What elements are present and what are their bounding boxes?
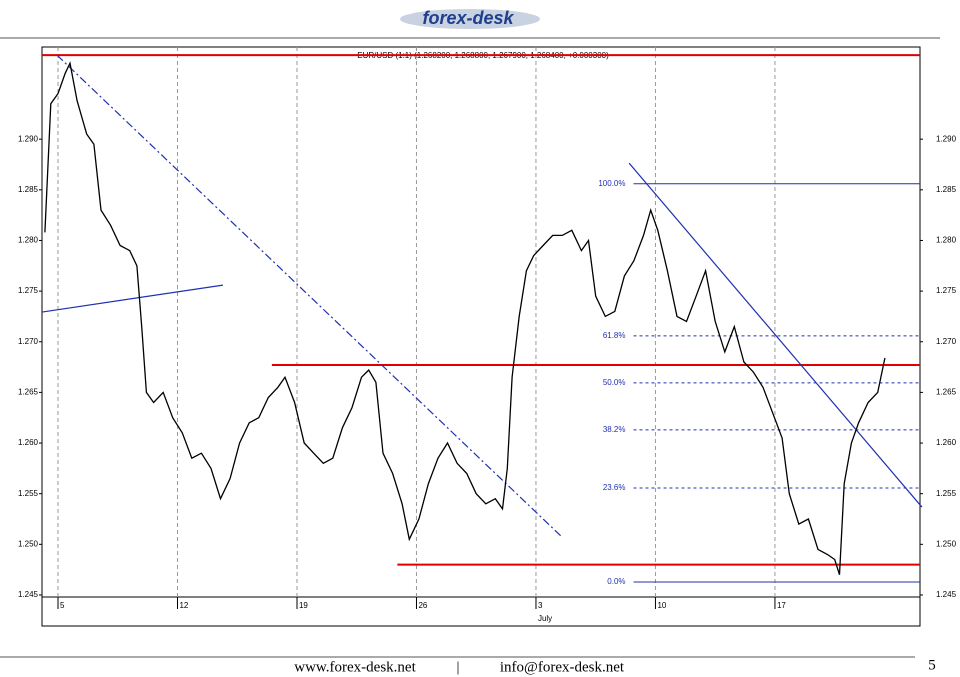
x-tick-label: 5	[60, 601, 65, 610]
footer-website: www.forex-desk.net	[294, 659, 416, 675]
y2-tick-label: 1.275	[936, 286, 957, 295]
y2-tick-label: 1.250	[936, 539, 957, 548]
fib-label: 100.0%	[598, 179, 625, 188]
x-tick-label: 10	[657, 601, 666, 610]
y2-tick-label: 1.280	[936, 236, 957, 245]
y2-tick-label: 1.260	[936, 438, 957, 447]
y2-tick-label: 1.255	[936, 489, 957, 498]
page-number: 5	[928, 657, 936, 673]
fib-label: 61.8%	[603, 331, 626, 340]
y2-tick-label: 1.265	[936, 388, 957, 397]
x-tick-label: 3	[538, 601, 543, 610]
y-tick-label: 1.250	[18, 539, 39, 548]
y-tick-label: 1.270	[18, 337, 39, 346]
trend-line	[628, 162, 923, 508]
x-tick-label: 12	[179, 601, 188, 610]
logo-back	[400, 9, 540, 29]
y-tick-label: 1.265	[18, 388, 39, 397]
y2-tick-label: 1.290	[936, 134, 957, 143]
month-label: July	[538, 614, 552, 623]
date-strip	[41, 596, 921, 627]
x-tick-label: 17	[777, 601, 786, 610]
y-tick-label: 1.275	[18, 286, 39, 295]
y-tick-label: 1.280	[18, 236, 39, 245]
footer-separator: |	[456, 659, 459, 675]
footer-email: info@forex-desk.net	[500, 659, 625, 675]
y2-tick-label: 1.245	[936, 590, 957, 599]
y2-tick-label: 1.270	[936, 337, 957, 346]
y-tick-label: 1.245	[18, 590, 39, 599]
trend-line	[41, 284, 223, 313]
y-tick-label: 1.290	[18, 134, 39, 143]
x-tick-label: 19	[299, 601, 308, 610]
logo: forex-desk	[422, 8, 514, 28]
y-tick-label: 1.255	[18, 489, 39, 498]
y-tick-label: 1.285	[18, 185, 39, 194]
trend-line	[56, 54, 563, 538]
fib-label: 0.0%	[607, 577, 625, 586]
x-tick-label: 26	[418, 601, 427, 610]
y-tick-label: 1.260	[18, 438, 39, 447]
plot-frame	[41, 46, 921, 598]
fib-label: 50.0%	[603, 378, 626, 387]
fib-label: 38.2%	[603, 425, 626, 434]
fib-label: 23.6%	[603, 483, 626, 492]
price-line	[44, 61, 886, 575]
y2-tick-label: 1.285	[936, 185, 957, 194]
